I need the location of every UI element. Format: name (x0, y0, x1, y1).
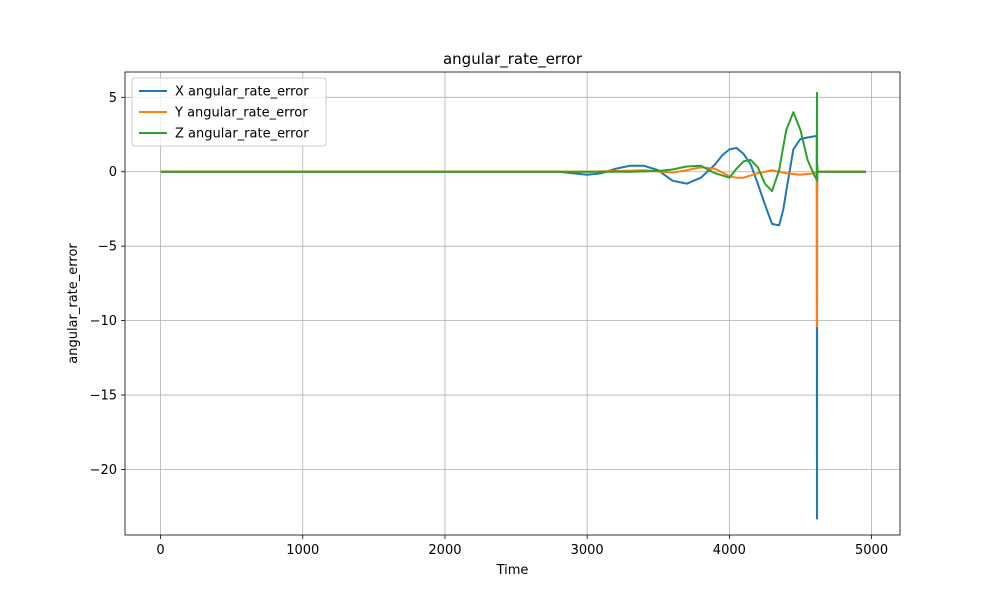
y-tick-label: 0 (109, 165, 117, 180)
x-axis-label: Time (496, 563, 529, 578)
chart-title: angular_rate_error (443, 50, 583, 69)
legend-label: Z angular_rate_error (175, 127, 309, 142)
x-tick-label: 5000 (855, 543, 888, 558)
series-lines (160, 91, 866, 520)
legend: X angular_rate_error Y angular_rate_error… (131, 77, 327, 147)
y-tick-label: −15 (90, 389, 117, 404)
ticks: 0 1000 2000 3000 4000 5000 −20 −15 −10 −5 0 5 (90, 91, 889, 558)
series-line-z (160, 91, 866, 193)
legend-box (131, 77, 327, 147)
x-tick-label: 2000 (428, 543, 461, 558)
x-tick-label: 3000 (571, 543, 604, 558)
y-tick-label: 5 (109, 91, 117, 106)
x-tick-label: 0 (156, 543, 164, 558)
legend-label: X angular_rate_error (175, 85, 309, 100)
y-axis-label: angular_rate_error (66, 243, 81, 364)
y-tick-label: −10 (90, 314, 117, 329)
y-tick-label: −20 (90, 463, 117, 478)
legend-label: Y angular_rate_error (174, 106, 308, 121)
x-tick-label: 4000 (713, 543, 746, 558)
plot-frame (124, 71, 901, 536)
x-tick-label: 1000 (286, 543, 319, 558)
y-tick-label: −5 (98, 240, 117, 255)
